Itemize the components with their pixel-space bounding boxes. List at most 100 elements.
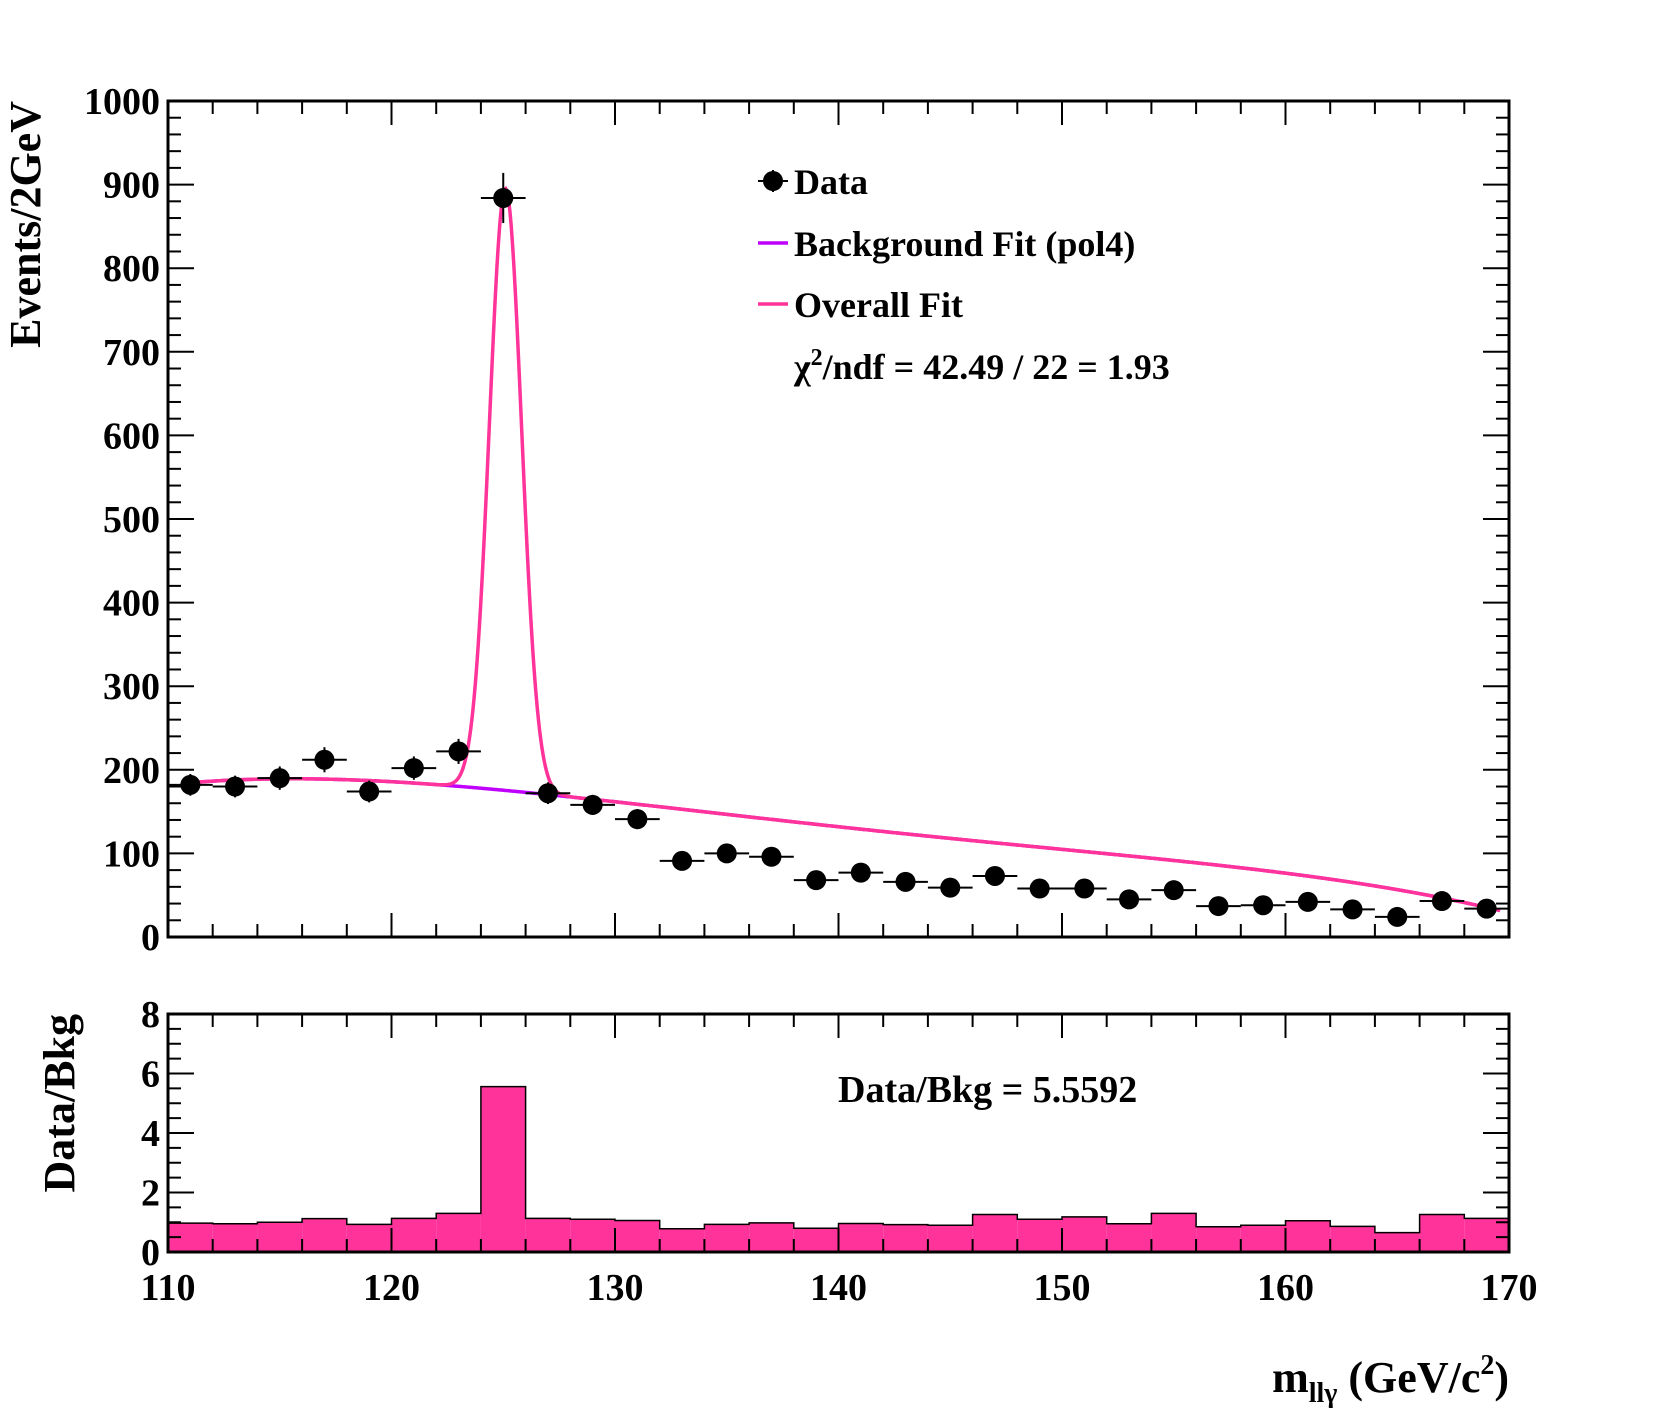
- data-point: [940, 877, 961, 898]
- y-tick-label: 1000: [84, 81, 160, 123]
- main-y-tick-labels: 0 100 200 300 400 500 600 700 800 900 1000: [84, 81, 160, 959]
- x-title-main: m: [1272, 1353, 1309, 1402]
- ratio-bar: [1285, 1220, 1331, 1252]
- data-point: [850, 862, 871, 883]
- data-point: [582, 794, 603, 815]
- x-title-superscript: 2: [1480, 1350, 1494, 1381]
- ratio-bar: [1151, 1213, 1197, 1252]
- x-tick-label: 130: [587, 1267, 644, 1309]
- x-tick-label: 140: [810, 1267, 867, 1309]
- ratio-bar: [1419, 1214, 1465, 1252]
- ratio-bar: [927, 1225, 973, 1252]
- ratio-bar: [838, 1223, 884, 1252]
- ratio-axis-ticks: [167, 1013, 1510, 1253]
- ratio-bar: [1240, 1225, 1286, 1252]
- ratio-bar: [704, 1224, 750, 1252]
- y-tick-label: 0: [141, 917, 160, 959]
- legend-overall-label: Overall Fit: [794, 285, 963, 325]
- ratio-bar: [480, 1086, 526, 1252]
- x-tick-label: 110: [141, 1267, 196, 1309]
- data-point: [1476, 898, 1497, 919]
- ratio-bar: [972, 1214, 1018, 1252]
- legend-background-label: Background Fit (pol4): [794, 224, 1135, 264]
- y-tick-label: 600: [103, 415, 160, 457]
- ratio-bar: [525, 1218, 571, 1252]
- chi2-text: /ndf = 42.49 / 22 = 1.93: [822, 347, 1170, 387]
- data-point: [359, 781, 380, 802]
- ratio-y-axis-title: Data/Bkg: [35, 1014, 84, 1192]
- x-tick-labels: 110 120 130 140 150 160 170: [141, 1267, 1538, 1309]
- y-tick-label: 800: [103, 248, 160, 290]
- main-axis-ticks: [167, 100, 1510, 938]
- y-tick-label: 400: [103, 583, 160, 625]
- data-point: [1208, 896, 1229, 917]
- data-point: [180, 774, 201, 795]
- data-point: [895, 871, 916, 892]
- legend-data-label: Data: [794, 162, 868, 202]
- background-fit-line: [185, 777, 1501, 913]
- ratio-bar: [1017, 1219, 1062, 1252]
- x-title-units: (GeV/c: [1337, 1353, 1480, 1402]
- data-point: [716, 843, 737, 864]
- ratio-bar: [436, 1213, 481, 1252]
- y-tick-label: 700: [103, 332, 160, 374]
- x-tick-label: 170: [1481, 1267, 1538, 1309]
- y-tick-label: 100: [103, 833, 160, 875]
- ratio-bar: [659, 1228, 705, 1252]
- ratio-bar: [1062, 1216, 1107, 1252]
- data-point: [493, 187, 514, 208]
- x-title-close: ): [1494, 1353, 1509, 1402]
- data-point: [984, 865, 1005, 886]
- ratio-y-tick-label: 6: [141, 1054, 160, 1096]
- ratio-bar: [257, 1222, 303, 1252]
- data-point: [1297, 891, 1318, 912]
- ratio-plot-frame: [166, 1012, 1511, 1254]
- ratio-bar: [1330, 1226, 1375, 1252]
- data-points: [168, 172, 1509, 927]
- ratio-y-tick-label: 4: [141, 1113, 160, 1155]
- chi2-symbol: χ: [793, 347, 811, 387]
- ratio-bar: [883, 1224, 928, 1252]
- ratio-bar: [1464, 1218, 1509, 1252]
- ratio-y-tick-label: 0: [141, 1232, 160, 1274]
- data-point: [448, 741, 469, 762]
- legend-data-marker: [763, 171, 783, 191]
- overall-fit-line: [185, 185, 1501, 913]
- ratio-bar: [1196, 1226, 1241, 1252]
- ratio-y-tick-label: 8: [141, 994, 160, 1036]
- ratio-bar: [212, 1223, 258, 1252]
- y-tick-label: 300: [103, 666, 160, 708]
- data-point: [225, 776, 246, 797]
- ratio-bar: [391, 1218, 437, 1252]
- ratio-bar: [793, 1228, 839, 1252]
- y-tick-label: 500: [103, 499, 160, 541]
- x-tick-label: 160: [1257, 1267, 1314, 1309]
- data-point: [1163, 880, 1184, 901]
- main-y-axis-title: Events/2GeV: [1, 101, 50, 348]
- data-point: [314, 749, 335, 770]
- ratio-histogram: [167, 1085, 1510, 1252]
- legend: Data Background Fit (pol4) Overall Fit χ…: [758, 162, 1170, 387]
- data-point: [806, 870, 827, 891]
- ratio-bar: [749, 1222, 794, 1252]
- data-point: [1119, 889, 1140, 910]
- ratio-outline: [167, 1085, 1510, 1252]
- y-tick-label: 900: [103, 165, 160, 207]
- x-title-subscript: llγ: [1309, 1378, 1338, 1409]
- ratio-y-tick-label: 2: [141, 1173, 160, 1215]
- chi2-superscript: 2: [811, 345, 823, 371]
- ratio-annotation: Data/Bkg = 5.5592: [838, 1069, 1137, 1111]
- ratio-bar: [302, 1218, 347, 1252]
- data-point: [1431, 891, 1452, 912]
- data-point: [1029, 878, 1050, 899]
- legend-chi2: χ2/ndf = 42.49 / 22 = 1.93: [793, 345, 1170, 387]
- ratio-bar: [346, 1224, 392, 1252]
- data-point: [1342, 899, 1363, 920]
- data-point: [403, 758, 424, 779]
- data-point: [672, 850, 693, 871]
- ratio-bar: [570, 1219, 615, 1252]
- ratio-bar: [1106, 1223, 1152, 1252]
- ratio-bar: [1374, 1232, 1420, 1252]
- data-point: [537, 783, 558, 804]
